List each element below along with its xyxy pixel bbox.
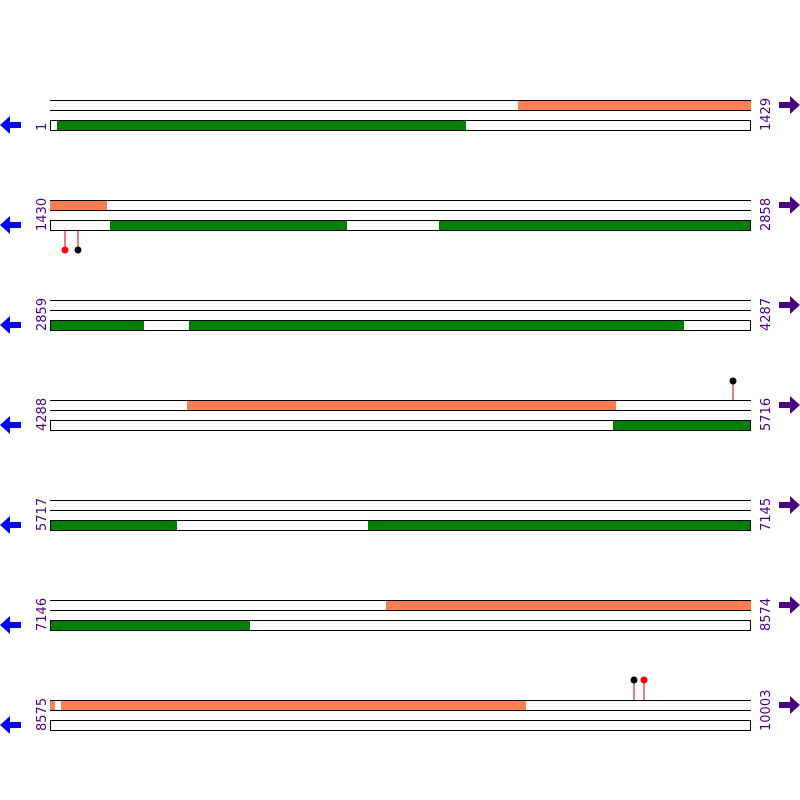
row-start-label: 2859: [35, 298, 50, 331]
reverse-arrow: [0, 316, 21, 334]
forward-arrow: [779, 496, 800, 514]
forward-arrow: [779, 296, 800, 314]
forward-arrow: [779, 596, 800, 614]
reverse-arrow: [0, 416, 21, 434]
sequence-row: 1430 2858: [0, 196, 800, 254]
row-end-label: 7145: [759, 498, 774, 531]
sequence-row: 5717 7145: [0, 496, 800, 534]
feature-forward: [187, 400, 616, 410]
forward-arrow: [779, 396, 800, 414]
feature-forward: [518, 100, 751, 110]
row-end-label: 5716: [759, 398, 774, 431]
feature-forward: [50, 200, 107, 210]
feature-reverse: [368, 520, 751, 530]
forward-arrow: [779, 196, 800, 214]
row-start-label: 7146: [35, 598, 50, 631]
row-end-label: 2858: [759, 198, 774, 231]
reverse-arrow: [0, 616, 21, 634]
feature-reverse: [50, 520, 177, 530]
sequence-row: 2859 4287: [0, 296, 800, 334]
row-start-label: 1430: [35, 198, 50, 231]
sequence-row: 7146 8574: [0, 596, 800, 634]
marker-head: [74, 246, 82, 254]
row-end-label: 10003: [759, 690, 774, 731]
marker-head: [630, 676, 638, 684]
reverse-arrow: [0, 116, 21, 134]
feature-forward: [50, 700, 55, 710]
reverse-arrow: [0, 716, 21, 734]
row-start-label: 4288: [35, 398, 50, 431]
row-start-label: 5717: [35, 498, 50, 531]
row-end-label: 4287: [759, 298, 774, 331]
forward-arrow: [779, 696, 800, 714]
feature-forward: [61, 700, 526, 710]
reverse-arrow: [0, 516, 21, 534]
feature-reverse: [50, 320, 144, 330]
row-start-label: 1: [35, 123, 50, 131]
feature-reverse: [50, 620, 250, 630]
feature-reverse: [189, 320, 684, 330]
feature-reverse: [110, 220, 347, 230]
marker-head: [640, 676, 648, 684]
sequence-row: 1 1429: [0, 96, 800, 134]
forward-arrow: [779, 96, 800, 114]
row-start-label: 8575: [35, 698, 50, 731]
sequence-row: 4288 5716: [0, 377, 800, 434]
row-end-label: 1429: [759, 98, 774, 131]
marker-head: [729, 377, 737, 385]
feature-reverse: [57, 120, 466, 130]
feature-reverse: [613, 420, 751, 430]
reverse-arrow: [0, 216, 21, 234]
feature-reverse: [439, 220, 751, 230]
feature-forward: [386, 600, 751, 610]
sequence-row: 8575 10003: [0, 676, 800, 734]
row-end-label: 8574: [759, 598, 774, 631]
marker-head: [61, 246, 69, 254]
